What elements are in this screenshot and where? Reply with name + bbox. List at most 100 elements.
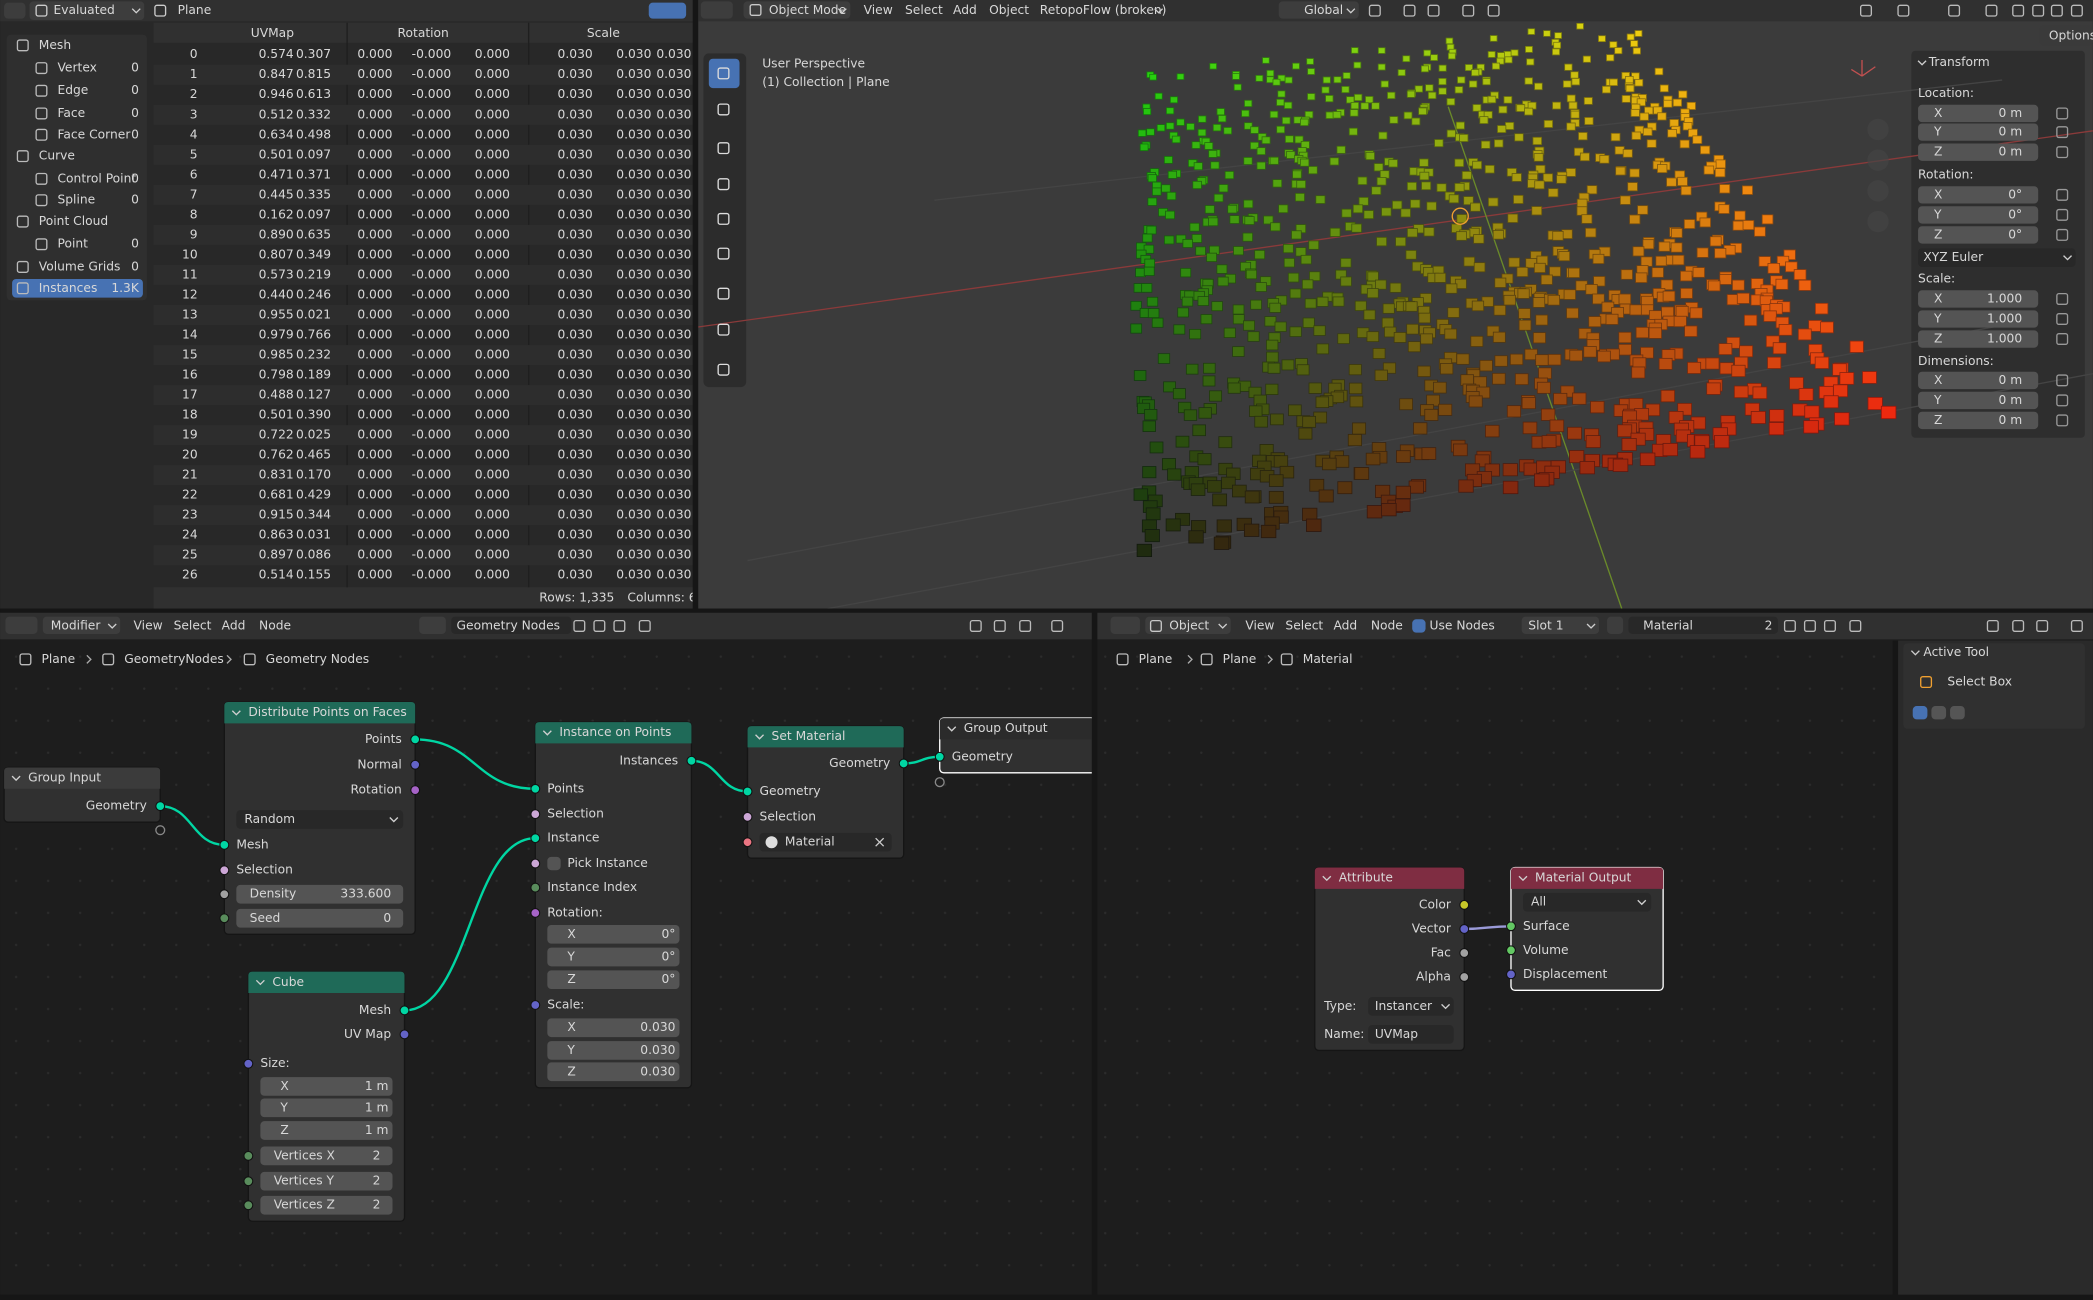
node[interactable]: Instance on Points Instances Points Selecti… [530, 721, 697, 1089]
rotation-mode-dropdown[interactable] [1918, 248, 2076, 267]
data-set-label[interactable]: Face Corner [57, 127, 131, 141]
mode[interactable]: Object Mode [769, 3, 846, 17]
node[interactable]: Cube Mesh UV Map Size: X 1 m Y 1 m Z 1 m Vertices … [243, 970, 410, 1222]
menu[interactable]: Select [905, 3, 943, 17]
evaluation-mode[interactable]: Evaluated [53, 3, 114, 17]
tree-type-button[interactable] [419, 616, 446, 634]
data-set-label[interactable]: Spline [57, 193, 95, 207]
data-set-label[interactable]: Curve [39, 149, 75, 163]
data-set-label[interactable]: Edge [57, 83, 88, 97]
menu[interactable]: Add [1333, 618, 1357, 632]
property-field[interactable] [1918, 104, 2039, 123]
editor-type-button[interactable] [1110, 616, 1140, 634]
menu[interactable]: Add [222, 618, 246, 632]
checkbox[interactable] [547, 856, 561, 871]
active-tool[interactable] [708, 58, 740, 89]
vector-field[interactable] [260, 1098, 393, 1118]
material-field[interactable] [759, 832, 892, 852]
number-field[interactable] [260, 1195, 393, 1215]
number-field[interactable] [236, 908, 404, 928]
menu[interactable]: Add [953, 3, 977, 17]
number-field[interactable] [260, 1171, 393, 1191]
property-field[interactable] [1918, 371, 2039, 390]
vector-field[interactable] [547, 947, 680, 967]
vector-field[interactable] [547, 970, 680, 990]
vector-field[interactable] [547, 1018, 680, 1038]
node[interactable]: Attribute Color Vector Fac Alpha Type: Instanc… [1314, 866, 1470, 1052]
evaluation-dropdown[interactable] [29, 1, 145, 21]
material-browse[interactable] [1607, 616, 1624, 634]
menu[interactable]: Node [1371, 618, 1403, 632]
menu[interactable]: View [1245, 618, 1274, 632]
use-nodes-checkbox[interactable] [1412, 619, 1426, 633]
vector-field[interactable] [547, 924, 680, 944]
slot-dropdown[interactable] [1521, 616, 1600, 634]
vector-field[interactable] [547, 1062, 680, 1082]
editor-type-button[interactable] [5, 616, 38, 634]
mode-dropdown[interactable] [743, 1, 851, 19]
node[interactable]: Group Input Geometry [3, 766, 166, 836]
data-set-label[interactable]: Mesh [39, 38, 71, 52]
vector-field[interactable] [547, 1041, 680, 1060]
menu[interactable]: View [864, 3, 893, 17]
object-dropdown[interactable] [1145, 616, 1231, 634]
data-set-label[interactable]: Volume Grids [39, 259, 121, 273]
property-field[interactable] [1918, 186, 2039, 204]
select-mode-button[interactable] [1931, 706, 1947, 720]
data-set-label[interactable]: Face [57, 106, 85, 120]
vector-field[interactable] [260, 1121, 393, 1140]
menu[interactable]: Node [259, 618, 291, 632]
number-field[interactable] [260, 1146, 393, 1166]
property-field[interactable] [1368, 1025, 1454, 1044]
options[interactable]: Options [2049, 29, 2093, 43]
instance-point [1636, 98, 1646, 107]
property-field[interactable] [1918, 206, 2039, 224]
menu[interactable]: View [134, 618, 163, 632]
vector-field[interactable] [260, 1077, 393, 1096]
data-set-label[interactable]: Instances [39, 281, 98, 295]
editor-type-button[interactable] [4, 2, 26, 19]
slot[interactable]: Slot 1 [1528, 618, 1563, 632]
use-nodes-label[interactable]: Use Nodes [1430, 618, 1495, 632]
node[interactable]: Set Material Geometry Geometry Selection Mat… [742, 725, 909, 859]
node[interactable]: Distribute Points on Faces Points Normal Ro… [219, 701, 421, 935]
property-field[interactable] [1918, 226, 2039, 244]
orientation-dropdown[interactable] [1278, 1, 1359, 19]
property-field[interactable] [1918, 330, 2039, 348]
node[interactable]: Group Output Geometry [934, 717, 1100, 788]
editor-type-button[interactable] [700, 1, 733, 19]
node-tree-name[interactable]: Geometry Nodes [457, 618, 560, 632]
menu[interactable]: Select [1285, 618, 1323, 632]
select-mode-button[interactable] [1950, 706, 1965, 720]
data-set-label[interactable]: Point [57, 237, 88, 251]
property-field[interactable] [1368, 997, 1454, 1016]
property-field[interactable] [1918, 123, 2039, 141]
property-field[interactable] [1918, 310, 2039, 328]
orientation[interactable]: Global [1304, 3, 1343, 17]
dropdown[interactable] [236, 810, 404, 829]
number-field[interactable] [236, 884, 404, 904]
property-field[interactable] [1918, 391, 2039, 410]
filter-button[interactable] [648, 2, 687, 19]
instance-point [1334, 455, 1350, 468]
property-field[interactable] [1918, 411, 2039, 430]
options-tab[interactable] [2039, 25, 2093, 46]
material-field[interactable] [1628, 616, 1778, 634]
addon-menu[interactable]: RetopoFlow (broken) [1040, 3, 1167, 17]
active-tool-name[interactable]: Select Box [1947, 675, 2012, 689]
material-name[interactable]: Material [1643, 618, 1693, 632]
data-set-label[interactable]: Point Cloud [39, 214, 108, 228]
menu[interactable]: Object [989, 3, 1029, 17]
node[interactable]: Material Output All Surface Volume Displacem… [1506, 866, 1664, 992]
property-field[interactable] [1918, 143, 2039, 161]
editor-dropdown[interactable] [42, 616, 121, 634]
editor-name[interactable]: Modifier [51, 618, 102, 632]
menu[interactable]: Select [174, 618, 212, 632]
select-mode-button[interactable] [1912, 706, 1928, 720]
dropdown[interactable] [1522, 892, 1652, 912]
node-tree-field[interactable] [451, 616, 572, 634]
shader-type[interactable]: Object [1169, 618, 1209, 632]
data-set-label[interactable]: Vertex [57, 61, 96, 75]
property-field[interactable] [1918, 290, 2039, 308]
data-set-label[interactable]: Control Point [57, 171, 136, 185]
